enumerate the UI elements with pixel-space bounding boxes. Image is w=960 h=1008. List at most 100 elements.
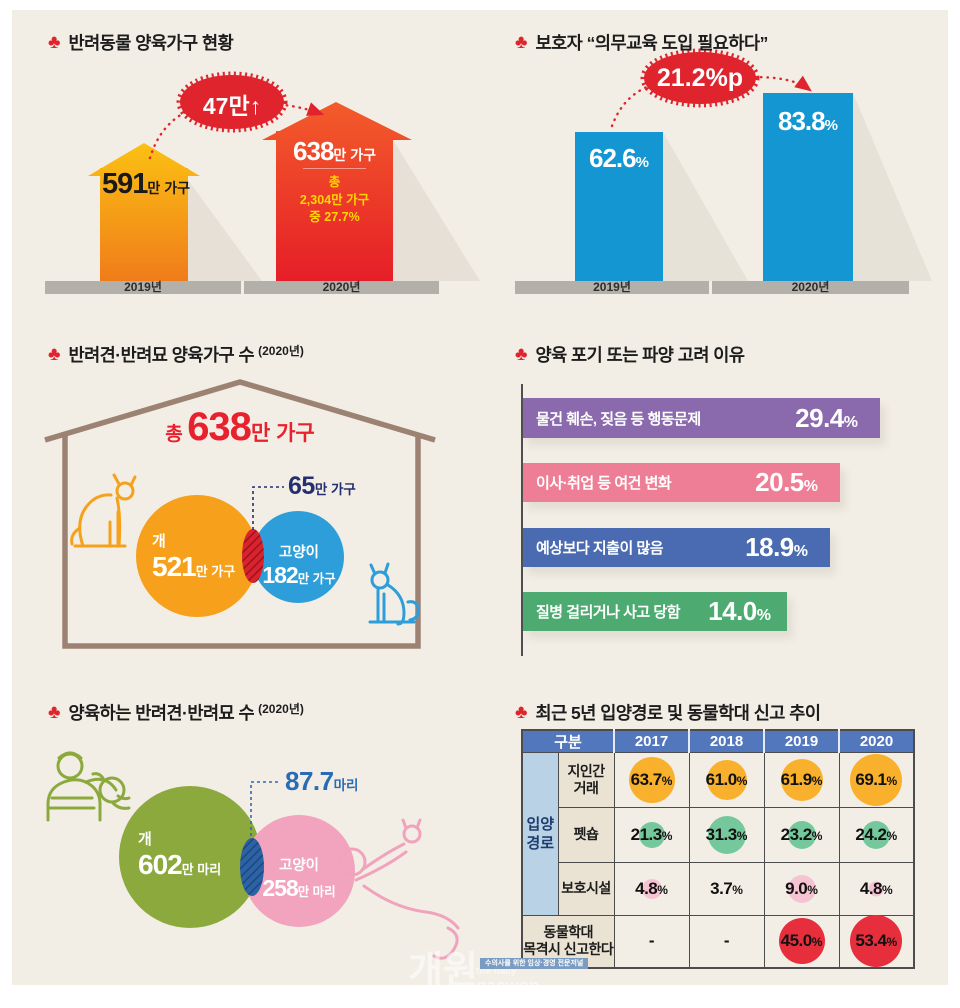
- table-cell: 63.7%: [613, 752, 690, 808]
- cell-unit: %: [886, 935, 898, 950]
- table-header-row: 구분 2017 2018 2019 2020: [521, 729, 915, 753]
- increase-badge-education: 21.2%p: [656, 64, 744, 92]
- bar-label: 물건 훼손, 짖음 등 행동문제: [536, 410, 701, 428]
- value-bubble: [780, 759, 823, 801]
- clover-icon: ♣: [48, 344, 61, 365]
- cell-value: 23.2: [780, 825, 813, 844]
- table-cell: -: [613, 915, 690, 968]
- cell-value: 4.8: [859, 879, 883, 898]
- man-with-dog-illustration: [46, 751, 131, 822]
- bar-unit: %: [803, 478, 818, 495]
- cell-unit: %: [736, 774, 748, 788]
- panel-venn-households-title: ♣ 반려견·반려묘 양육가구 수 (2020년): [48, 342, 304, 367]
- value-bubble: [868, 881, 884, 897]
- bar-unit: %: [843, 413, 858, 431]
- cell-unit: %: [657, 883, 668, 897]
- header-2020: 2020: [838, 729, 915, 753]
- value-bubble: [706, 760, 747, 800]
- label-line: 목격시 신고한다: [523, 941, 614, 958]
- bar-2020: 83.8%: [763, 93, 853, 281]
- reason-bar-circumstances: 이사·취업 등 여건 변화 20.5%: [523, 463, 840, 502]
- house-2020-divider: [303, 168, 366, 169]
- value-number: 62.6: [589, 143, 637, 173]
- cell-value: 69.1: [855, 770, 887, 789]
- house-2020-shadow: [393, 140, 480, 281]
- bar-2019-shadow: [663, 132, 748, 281]
- set-unit: 만 가구: [297, 572, 336, 586]
- table-cell: -: [688, 915, 765, 968]
- panel-title-text: 보호자 “의무교육 도입 필요하다”: [535, 33, 768, 53]
- value-bubble: [628, 757, 675, 803]
- watermark-publisher-badge: 수의사를 위한 임상·경영 전문저널: [480, 958, 589, 969]
- table-cell: 4.8%: [838, 862, 915, 916]
- header-category: 구분: [521, 729, 616, 753]
- label-line: 동물학대: [543, 923, 594, 940]
- reason-bar-behavior: 물건 훼손, 짖음 등 행동문제 29.4%: [523, 398, 880, 438]
- value-unit: 만 가구: [147, 180, 190, 196]
- overlap-connector-households: [252, 486, 284, 530]
- cell-value: 4.8: [635, 879, 658, 898]
- value-bubble: [787, 821, 816, 849]
- panel-title-text: 반려견·반려묘 양육가구 수: [68, 345, 255, 365]
- group-line: 입양: [526, 815, 555, 833]
- total-prefix: 총: [165, 424, 183, 445]
- bar-value: 29.4: [795, 402, 844, 433]
- clover-icon: ♣: [515, 344, 528, 365]
- table-cell: 61.9%: [763, 752, 840, 808]
- table-cell: 24.2%: [838, 807, 915, 863]
- bar-2020-shadow: [853, 93, 932, 281]
- watermark-english-large: gaewon: [476, 977, 539, 985]
- panel-title-text: 양육 포기 또는 파양 고려 이유: [535, 345, 745, 365]
- set-unit: 만 마리: [181, 862, 222, 877]
- table-cell: 61.0%: [688, 752, 765, 808]
- clover-icon: ♣: [48, 32, 61, 53]
- value-bubble: [778, 918, 825, 965]
- value-number: 83.8: [778, 106, 826, 136]
- cell-value: 61.9: [780, 770, 813, 789]
- cell-value: 45.0: [780, 931, 813, 951]
- total-value: 638: [187, 405, 252, 449]
- cat-icon: [368, 562, 420, 626]
- cell-unit: %: [661, 829, 673, 843]
- overlap-unit: 마리: [333, 778, 359, 793]
- table-cell: 69.1%: [838, 752, 915, 808]
- panel-education-title: ♣ 보호자 “의무교육 도입 필요하다”: [515, 30, 768, 55]
- cell-unit: %: [811, 774, 823, 788]
- venn-dog-households-label: 개 521만 가구: [152, 530, 235, 583]
- bar-unit: %: [793, 543, 808, 560]
- dog-icon: [70, 473, 137, 548]
- increase-badge-households: 47만↑: [180, 87, 284, 121]
- value-unit: %: [635, 154, 649, 171]
- bar-2019: 62.6%: [575, 132, 663, 281]
- label-line: 펫숍: [573, 826, 599, 843]
- header-2017: 2017: [613, 729, 691, 753]
- row-label: 펫숍: [557, 807, 615, 863]
- overlap-households-label: 65만 가구: [288, 472, 356, 501]
- value-bubble: [787, 875, 816, 903]
- cell-unit: %: [811, 935, 823, 950]
- bar-label: 이사·취업 등 여건 변화: [536, 475, 672, 492]
- table-row-petshop: 펫숍 21.3% 31.3% 23.2% 24.2%: [522, 807, 915, 863]
- value-bubble: [641, 879, 662, 899]
- panel-title-suffix: (2020년): [258, 344, 304, 358]
- cell-unit: %: [882, 883, 893, 897]
- set-unit: 만 마리: [297, 885, 336, 899]
- cell-unit: %: [736, 829, 748, 843]
- table-cell: 4.8%: [613, 862, 690, 916]
- value-bubble: [850, 754, 903, 806]
- set-name: 고양이: [278, 545, 320, 561]
- venn-cat-households-label: 고양이 182만 가구: [258, 541, 340, 589]
- set-name: 개: [152, 533, 166, 550]
- cell-unit: %: [661, 774, 673, 788]
- woman-with-cat-illustration: [335, 818, 460, 960]
- overlap-connector-count: [250, 781, 281, 836]
- value-bubble: [850, 915, 903, 968]
- venn-cat-count-label: 고양이 258만 마리: [255, 854, 343, 902]
- clover-icon: ♣: [515, 32, 528, 53]
- cell-unit: %: [807, 883, 818, 897]
- row-label: 지인간 거래: [557, 752, 615, 808]
- panel-table-title: ♣ 최근 5년 입양경로 및 동물학대 신고 추이: [515, 700, 821, 725]
- cell-value: 61.0: [705, 770, 738, 789]
- set-value: 521: [152, 551, 197, 582]
- bar-value: 18.9: [745, 532, 794, 562]
